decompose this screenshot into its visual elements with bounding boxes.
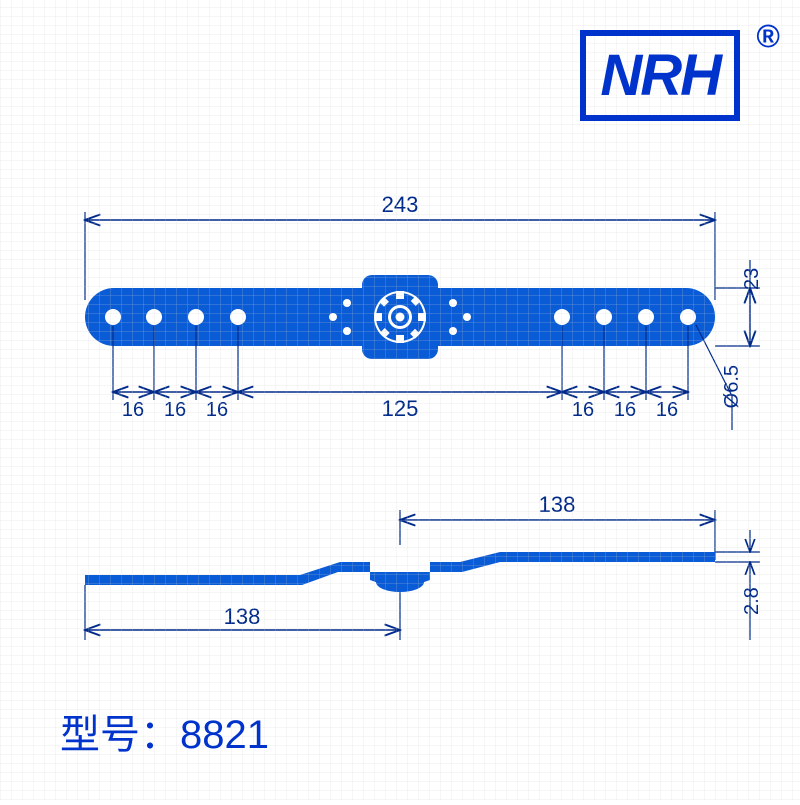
model-label-text: 型号：	[60, 713, 180, 757]
logo-text: NRH	[600, 43, 720, 108]
model-value: 8821	[180, 713, 269, 757]
registered-trademark-icon: ®	[756, 18, 780, 55]
brand-logo: NRH	[580, 30, 740, 121]
model-number: 型号：8821	[60, 702, 269, 760]
